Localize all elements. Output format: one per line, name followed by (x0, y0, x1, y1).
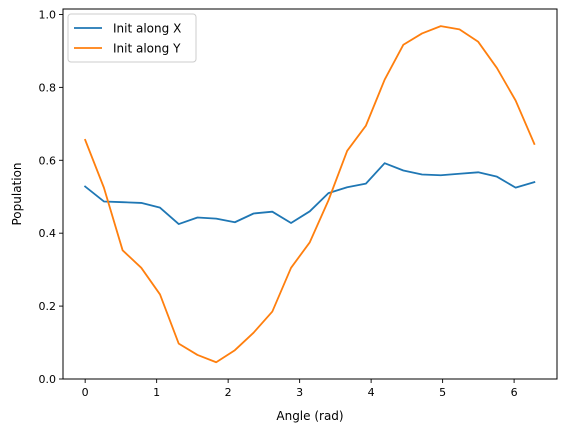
x-tick-label: 3 (296, 386, 303, 399)
y-tick-label: 0.6 (39, 154, 57, 167)
y-tick-label: 0.2 (39, 300, 57, 313)
x-tick-label: 5 (439, 386, 446, 399)
x-tick-label: 1 (153, 386, 160, 399)
x-axis-label: Angle (rad) (276, 409, 343, 423)
y-tick-label: 0.8 (39, 81, 57, 94)
y-tick-label: 0.4 (39, 227, 57, 240)
legend: Init along X Init along Y (68, 14, 196, 62)
x-tick-label: 4 (368, 386, 375, 399)
x-tick-label: 6 (511, 386, 518, 399)
x-tick-label: 0 (82, 386, 89, 399)
legend-label-2: Init along Y (113, 42, 181, 56)
y-tick-label: 1.0 (39, 8, 57, 21)
y-axis-label: Population (10, 162, 24, 225)
x-tick-label: 2 (225, 386, 232, 399)
y-tick-label: 0.0 (39, 373, 57, 386)
legend-label-1: Init along X (113, 22, 181, 36)
